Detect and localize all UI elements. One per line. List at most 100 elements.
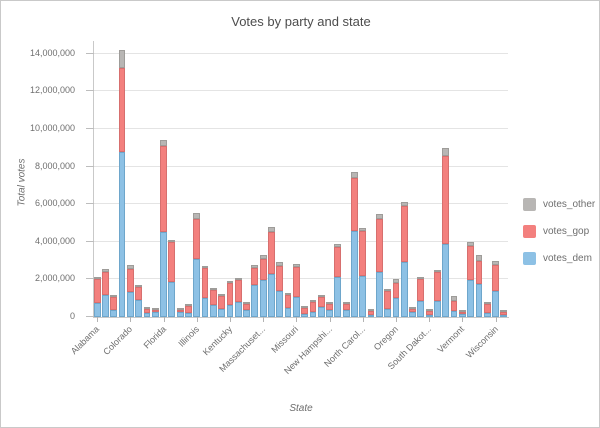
bar-segment-votes_gop[interactable] [334, 246, 342, 277]
bar-segment-votes_gop[interactable] [392, 283, 400, 299]
bar-segment-votes_dem[interactable] [442, 244, 450, 317]
bar-segment-votes_gop[interactable] [143, 309, 151, 313]
bar-segment-votes_gop[interactable] [367, 310, 375, 315]
bar-segment-votes_other[interactable] [185, 303, 192, 306]
bar-segment-votes_gop[interactable] [309, 302, 317, 312]
bar-segment-votes_gop[interactable] [218, 296, 226, 309]
bar-segment-votes_other[interactable] [409, 306, 416, 309]
bar-wyoming[interactable] [500, 309, 508, 317]
bar-segment-votes_gop[interactable] [234, 280, 242, 303]
bar-segment-votes_other[interactable] [135, 285, 143, 288]
bar-segment-votes_gop[interactable] [185, 305, 192, 314]
bar-segment-votes_dem[interactable] [193, 258, 201, 317]
bar-segment-votes_other[interactable] [375, 213, 383, 219]
bar-wisconsin[interactable] [492, 261, 499, 317]
bar-oklahoma[interactable] [384, 289, 392, 317]
bar-segment-votes_dem[interactable] [417, 300, 425, 317]
bar-segment-votes_dem[interactable] [93, 303, 101, 317]
bar-vermont[interactable] [458, 309, 466, 317]
bar-kansas[interactable] [218, 294, 226, 317]
bar-segment-votes_dem[interactable] [176, 311, 184, 317]
bar-segment-votes_dem[interactable] [110, 309, 118, 317]
bar-segment-votes_dem[interactable] [342, 309, 350, 317]
bar-new-mexico[interactable] [342, 301, 350, 317]
bar-kentucky[interactable] [226, 280, 234, 317]
bar-segment-votes_other[interactable] [234, 278, 242, 281]
bar-segment-votes_gop[interactable] [118, 68, 126, 153]
bar-west-virginia[interactable] [483, 302, 491, 317]
bar-segment-votes_dem[interactable] [458, 313, 466, 317]
bar-segment-votes_other[interactable] [317, 295, 325, 298]
bar-segment-votes_dem[interactable] [218, 308, 226, 317]
bar-segment-votes_gop[interactable] [425, 310, 433, 315]
bar-segment-votes_other[interactable] [351, 171, 358, 179]
bar-segment-votes_dem[interactable] [500, 315, 508, 317]
bar-washington[interactable] [475, 254, 483, 317]
bar-district-of-columbia[interactable] [151, 307, 159, 317]
bar-iowa[interactable] [209, 287, 217, 317]
bar-new-york[interactable] [351, 171, 358, 317]
bar-segment-votes_gop[interactable] [442, 156, 450, 245]
bar-missouri[interactable] [292, 264, 300, 317]
bar-segment-votes_gop[interactable] [500, 311, 508, 315]
bar-segment-votes_dem[interactable] [135, 300, 143, 317]
bar-louisiana[interactable] [234, 278, 242, 317]
bar-colorado[interactable] [126, 264, 134, 317]
bar-segment-votes_gop[interactable] [351, 178, 358, 232]
bar-georgia[interactable] [168, 239, 176, 317]
bar-segment-votes_gop[interactable] [110, 296, 118, 310]
bar-new-hampshire[interactable] [326, 301, 333, 317]
bar-segment-votes_gop[interactable] [359, 231, 367, 276]
bar-segment-votes_other[interactable] [384, 289, 392, 292]
bar-segment-votes_dem[interactable] [467, 279, 475, 317]
bar-segment-votes_dem[interactable] [317, 306, 325, 317]
bar-pennsylvania[interactable] [400, 202, 408, 317]
bar-segment-votes_gop[interactable] [467, 246, 475, 280]
bar-segment-votes_other[interactable] [326, 301, 333, 304]
bar-utah[interactable] [450, 295, 458, 317]
bar-segment-votes_dem[interactable] [425, 314, 433, 317]
bar-minnesota[interactable] [276, 261, 284, 317]
bar-segment-votes_other[interactable] [467, 242, 475, 247]
bar-segment-votes_dem[interactable] [359, 275, 367, 317]
bar-segment-votes_gop[interactable] [243, 303, 250, 311]
bar-segment-votes_other[interactable] [458, 309, 466, 312]
bar-segment-votes_dem[interactable] [226, 305, 234, 317]
bar-segment-votes_dem[interactable] [384, 309, 392, 317]
bar-arkansas[interactable] [110, 294, 118, 317]
bar-maryland[interactable] [251, 264, 259, 317]
bar-segment-votes_other[interactable] [400, 202, 408, 207]
bar-segment-votes_gop[interactable] [342, 303, 350, 310]
bar-segment-votes_dem[interactable] [143, 312, 151, 317]
bar-segment-votes_other[interactable] [143, 307, 151, 310]
bar-segment-votes_gop[interactable] [201, 268, 209, 298]
bar-segment-votes_gop[interactable] [384, 291, 392, 310]
bar-segment-votes_dem[interactable] [450, 311, 458, 317]
bar-segment-votes_dem[interactable] [309, 311, 317, 317]
bar-nebraska[interactable] [309, 300, 317, 317]
bar-arizona[interactable] [102, 268, 109, 317]
bar-segment-votes_gop[interactable] [475, 261, 483, 285]
bar-segment-votes_dem[interactable] [392, 298, 400, 317]
bar-segment-votes_dem[interactable] [118, 152, 126, 317]
bar-segment-votes_other[interactable] [102, 268, 109, 272]
bar-segment-votes_other[interactable] [243, 301, 250, 304]
bar-segment-votes_other[interactable] [483, 302, 491, 305]
bar-segment-votes_other[interactable] [218, 294, 226, 297]
bar-segment-votes_gop[interactable] [93, 278, 101, 304]
bar-segment-votes_other[interactable] [475, 254, 483, 262]
bar-segment-votes_gop[interactable] [126, 269, 134, 292]
bar-segment-votes_other[interactable] [392, 279, 400, 284]
bar-segment-votes_other[interactable] [425, 308, 433, 311]
legend-item-votes-other[interactable]: votes_other [523, 198, 595, 211]
bar-rhode-island[interactable] [409, 306, 416, 317]
bar-texas[interactable] [442, 148, 450, 317]
bar-segment-votes_dem[interactable] [268, 274, 275, 317]
bar-segment-votes_other[interactable] [126, 264, 134, 270]
bar-segment-votes_other[interactable] [334, 244, 342, 247]
bar-segment-votes_other[interactable] [301, 306, 309, 309]
bar-segment-votes_dem[interactable] [434, 300, 441, 317]
bar-segment-votes_gop[interactable] [492, 264, 499, 292]
bar-segment-votes_other[interactable] [359, 227, 367, 232]
bar-segment-votes_dem[interactable] [409, 312, 416, 317]
